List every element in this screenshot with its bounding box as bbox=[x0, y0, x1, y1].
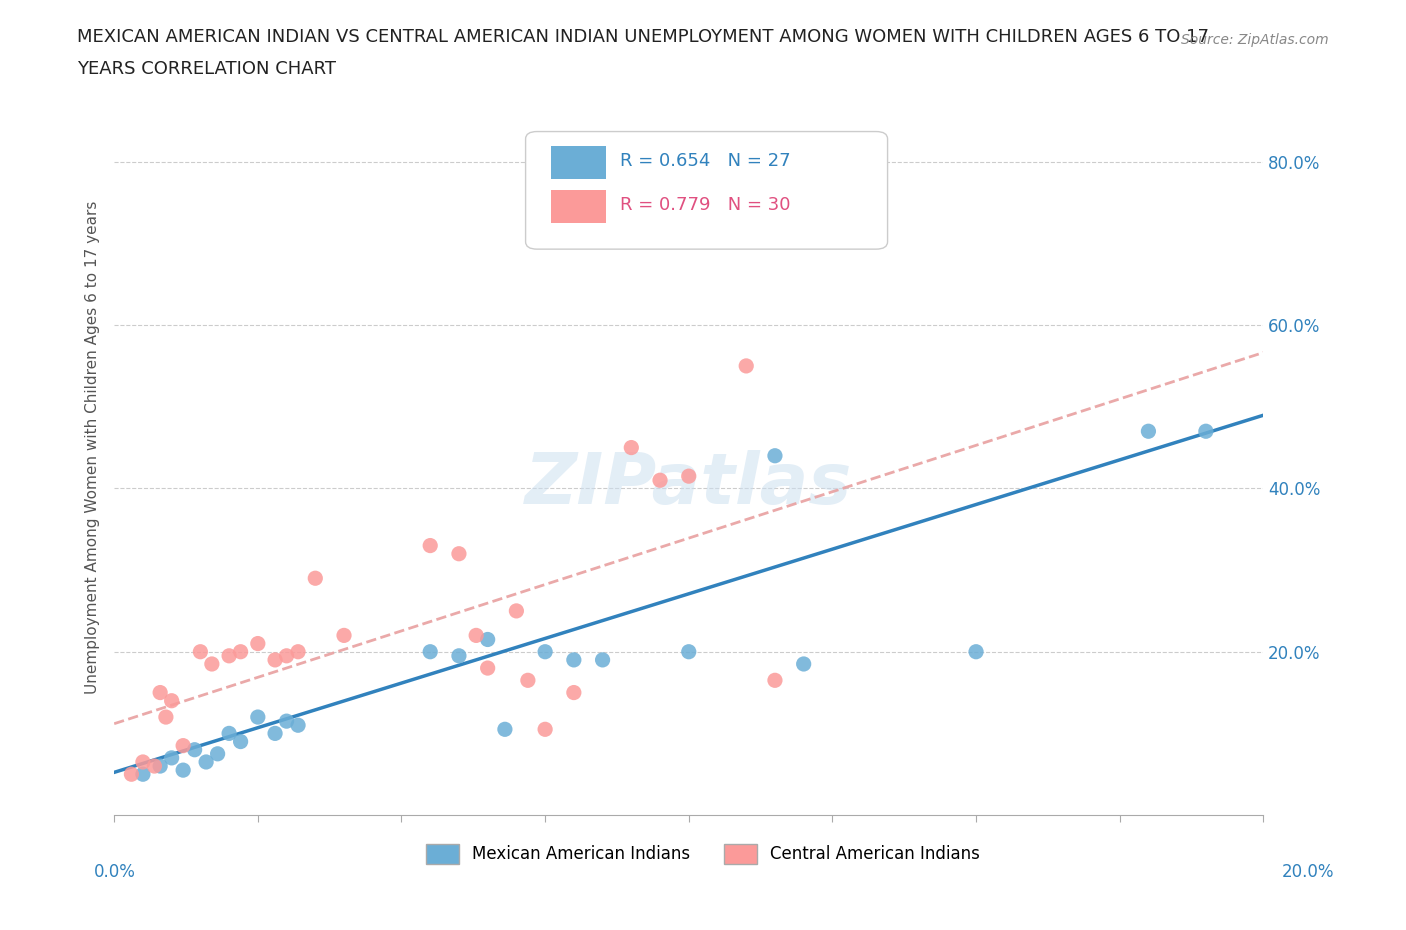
FancyBboxPatch shape bbox=[551, 146, 606, 179]
Point bbox=[505, 604, 527, 618]
Point bbox=[287, 644, 309, 659]
Point bbox=[562, 653, 585, 668]
Point bbox=[246, 636, 269, 651]
Point bbox=[1137, 424, 1160, 439]
Point bbox=[120, 766, 142, 781]
Text: 20.0%: 20.0% bbox=[1281, 863, 1334, 882]
Point bbox=[155, 710, 177, 724]
Point bbox=[229, 734, 252, 749]
Point bbox=[183, 742, 205, 757]
Point bbox=[419, 644, 441, 659]
Point bbox=[793, 657, 815, 671]
Point bbox=[763, 448, 786, 463]
Point bbox=[562, 685, 585, 700]
Legend: Mexican American Indians, Central American Indians: Mexican American Indians, Central Americ… bbox=[419, 837, 987, 870]
Point bbox=[264, 653, 287, 668]
Point bbox=[172, 738, 194, 753]
Point bbox=[735, 358, 758, 373]
Point bbox=[218, 648, 240, 663]
Point bbox=[678, 644, 700, 659]
Point bbox=[592, 653, 614, 668]
Point bbox=[190, 644, 212, 659]
Point bbox=[419, 538, 441, 553]
Point bbox=[763, 673, 786, 688]
Text: R = 0.654   N = 27: R = 0.654 N = 27 bbox=[620, 152, 790, 170]
Point bbox=[160, 693, 183, 708]
Point bbox=[229, 644, 252, 659]
Text: MEXICAN AMERICAN INDIAN VS CENTRAL AMERICAN INDIAN UNEMPLOYMENT AMONG WOMEN WITH: MEXICAN AMERICAN INDIAN VS CENTRAL AMERI… bbox=[77, 28, 1209, 46]
Point bbox=[172, 763, 194, 777]
FancyBboxPatch shape bbox=[526, 131, 887, 249]
Point bbox=[620, 219, 643, 234]
Point bbox=[160, 751, 183, 765]
Y-axis label: Unemployment Among Women with Children Ages 6 to 17 years: Unemployment Among Women with Children A… bbox=[86, 201, 100, 695]
Point bbox=[132, 754, 155, 769]
FancyBboxPatch shape bbox=[551, 191, 606, 223]
Point bbox=[201, 657, 224, 671]
Text: ZIPatlas: ZIPatlas bbox=[524, 450, 852, 519]
Point bbox=[132, 766, 155, 781]
Point bbox=[1195, 424, 1218, 439]
Point bbox=[494, 722, 516, 737]
Point bbox=[207, 747, 229, 762]
Point bbox=[447, 648, 470, 663]
Point bbox=[965, 644, 987, 659]
Point bbox=[447, 546, 470, 561]
Point bbox=[218, 726, 240, 741]
Text: YEARS CORRELATION CHART: YEARS CORRELATION CHART bbox=[77, 60, 336, 78]
Point bbox=[620, 440, 643, 455]
Point bbox=[477, 632, 499, 647]
Point bbox=[333, 628, 356, 643]
Point bbox=[648, 472, 671, 487]
Text: 0.0%: 0.0% bbox=[94, 863, 136, 882]
Point bbox=[477, 660, 499, 675]
Point bbox=[276, 713, 298, 728]
Point bbox=[143, 759, 166, 774]
Point bbox=[276, 648, 298, 663]
Point bbox=[149, 759, 172, 774]
Point bbox=[678, 469, 700, 484]
Point bbox=[516, 673, 538, 688]
Point bbox=[534, 722, 557, 737]
Point bbox=[149, 685, 172, 700]
Point bbox=[195, 754, 218, 769]
Point bbox=[465, 628, 488, 643]
Point bbox=[287, 718, 309, 733]
Point bbox=[534, 644, 557, 659]
Text: Source: ZipAtlas.com: Source: ZipAtlas.com bbox=[1181, 33, 1329, 46]
Text: R = 0.779   N = 30: R = 0.779 N = 30 bbox=[620, 196, 790, 214]
Point bbox=[246, 710, 269, 724]
Point bbox=[304, 571, 326, 586]
Point bbox=[264, 726, 287, 741]
